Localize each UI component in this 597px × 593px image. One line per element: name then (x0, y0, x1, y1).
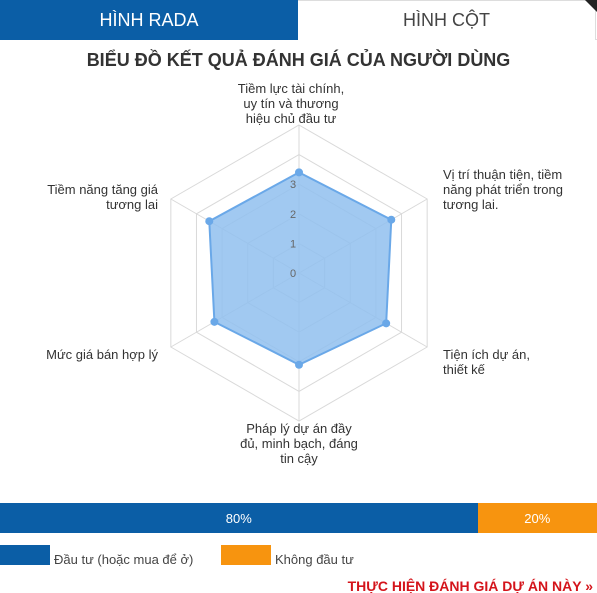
axis-label-4: Mức giá bán hợp lý (46, 347, 158, 362)
chart-title: BIỂU ĐỒ KẾT QUẢ ĐÁNH GIÁ CỦA NGƯỜI DÙNG (86, 50, 511, 70)
bar-segment-no-invest: 20% (477, 503, 597, 533)
data-point-4 (210, 317, 219, 326)
legend-label-no-invest: Không đầu tư (275, 552, 354, 567)
legend-swatch-no-invest (221, 545, 271, 565)
axis-label-2: Tiện ích dự án, thiết kế (443, 347, 530, 377)
tick-label-0: 0 (290, 268, 296, 280)
distribution-bar: 80% 20% (0, 503, 597, 533)
tick-label-2: 2 (290, 209, 296, 221)
axis-label-0: Tiềm lực tài chính, uy tín và thương hiệ… (237, 81, 345, 126)
tick-label-1: 1 (290, 238, 296, 250)
bar-segment-invest: 80% (0, 503, 478, 533)
axis-label-5: Tiềm năng tăng giá tương lai (47, 182, 158, 212)
tab-bar[interactable]: HÌNH CỘT (298, 0, 596, 40)
legend: Đầu tư (hoặc mua để ở) Không đầu tư (0, 545, 597, 567)
series-area (208, 171, 393, 366)
data-point-5 (205, 217, 214, 226)
chart-tabs: HÌNH RADA HÌNH CỘT (0, 0, 597, 40)
tab-radar[interactable]: HÌNH RADA (0, 0, 298, 40)
tick-label-3: 3 (290, 179, 296, 191)
axis-label-3: Pháp lý dự án đầy đủ, minh bạch, đáng ti… (240, 421, 358, 466)
corner-indicator-icon (585, 0, 597, 12)
data-point-1 (387, 215, 396, 224)
data-point-2 (382, 319, 391, 328)
rate-project-link[interactable]: THỰC HIỆN ĐÁNH GIÁ DỰ ÁN NÀY » (347, 578, 593, 593)
data-point-3 (295, 360, 303, 369)
axis-label-1: Vị trí thuận tiện, tiềm năng phát triển … (443, 167, 563, 212)
data-point-0 (295, 168, 303, 177)
legend-swatch-invest (0, 545, 50, 565)
legend-label-invest: Đầu tư (hoặc mua để ở) (54, 552, 194, 567)
